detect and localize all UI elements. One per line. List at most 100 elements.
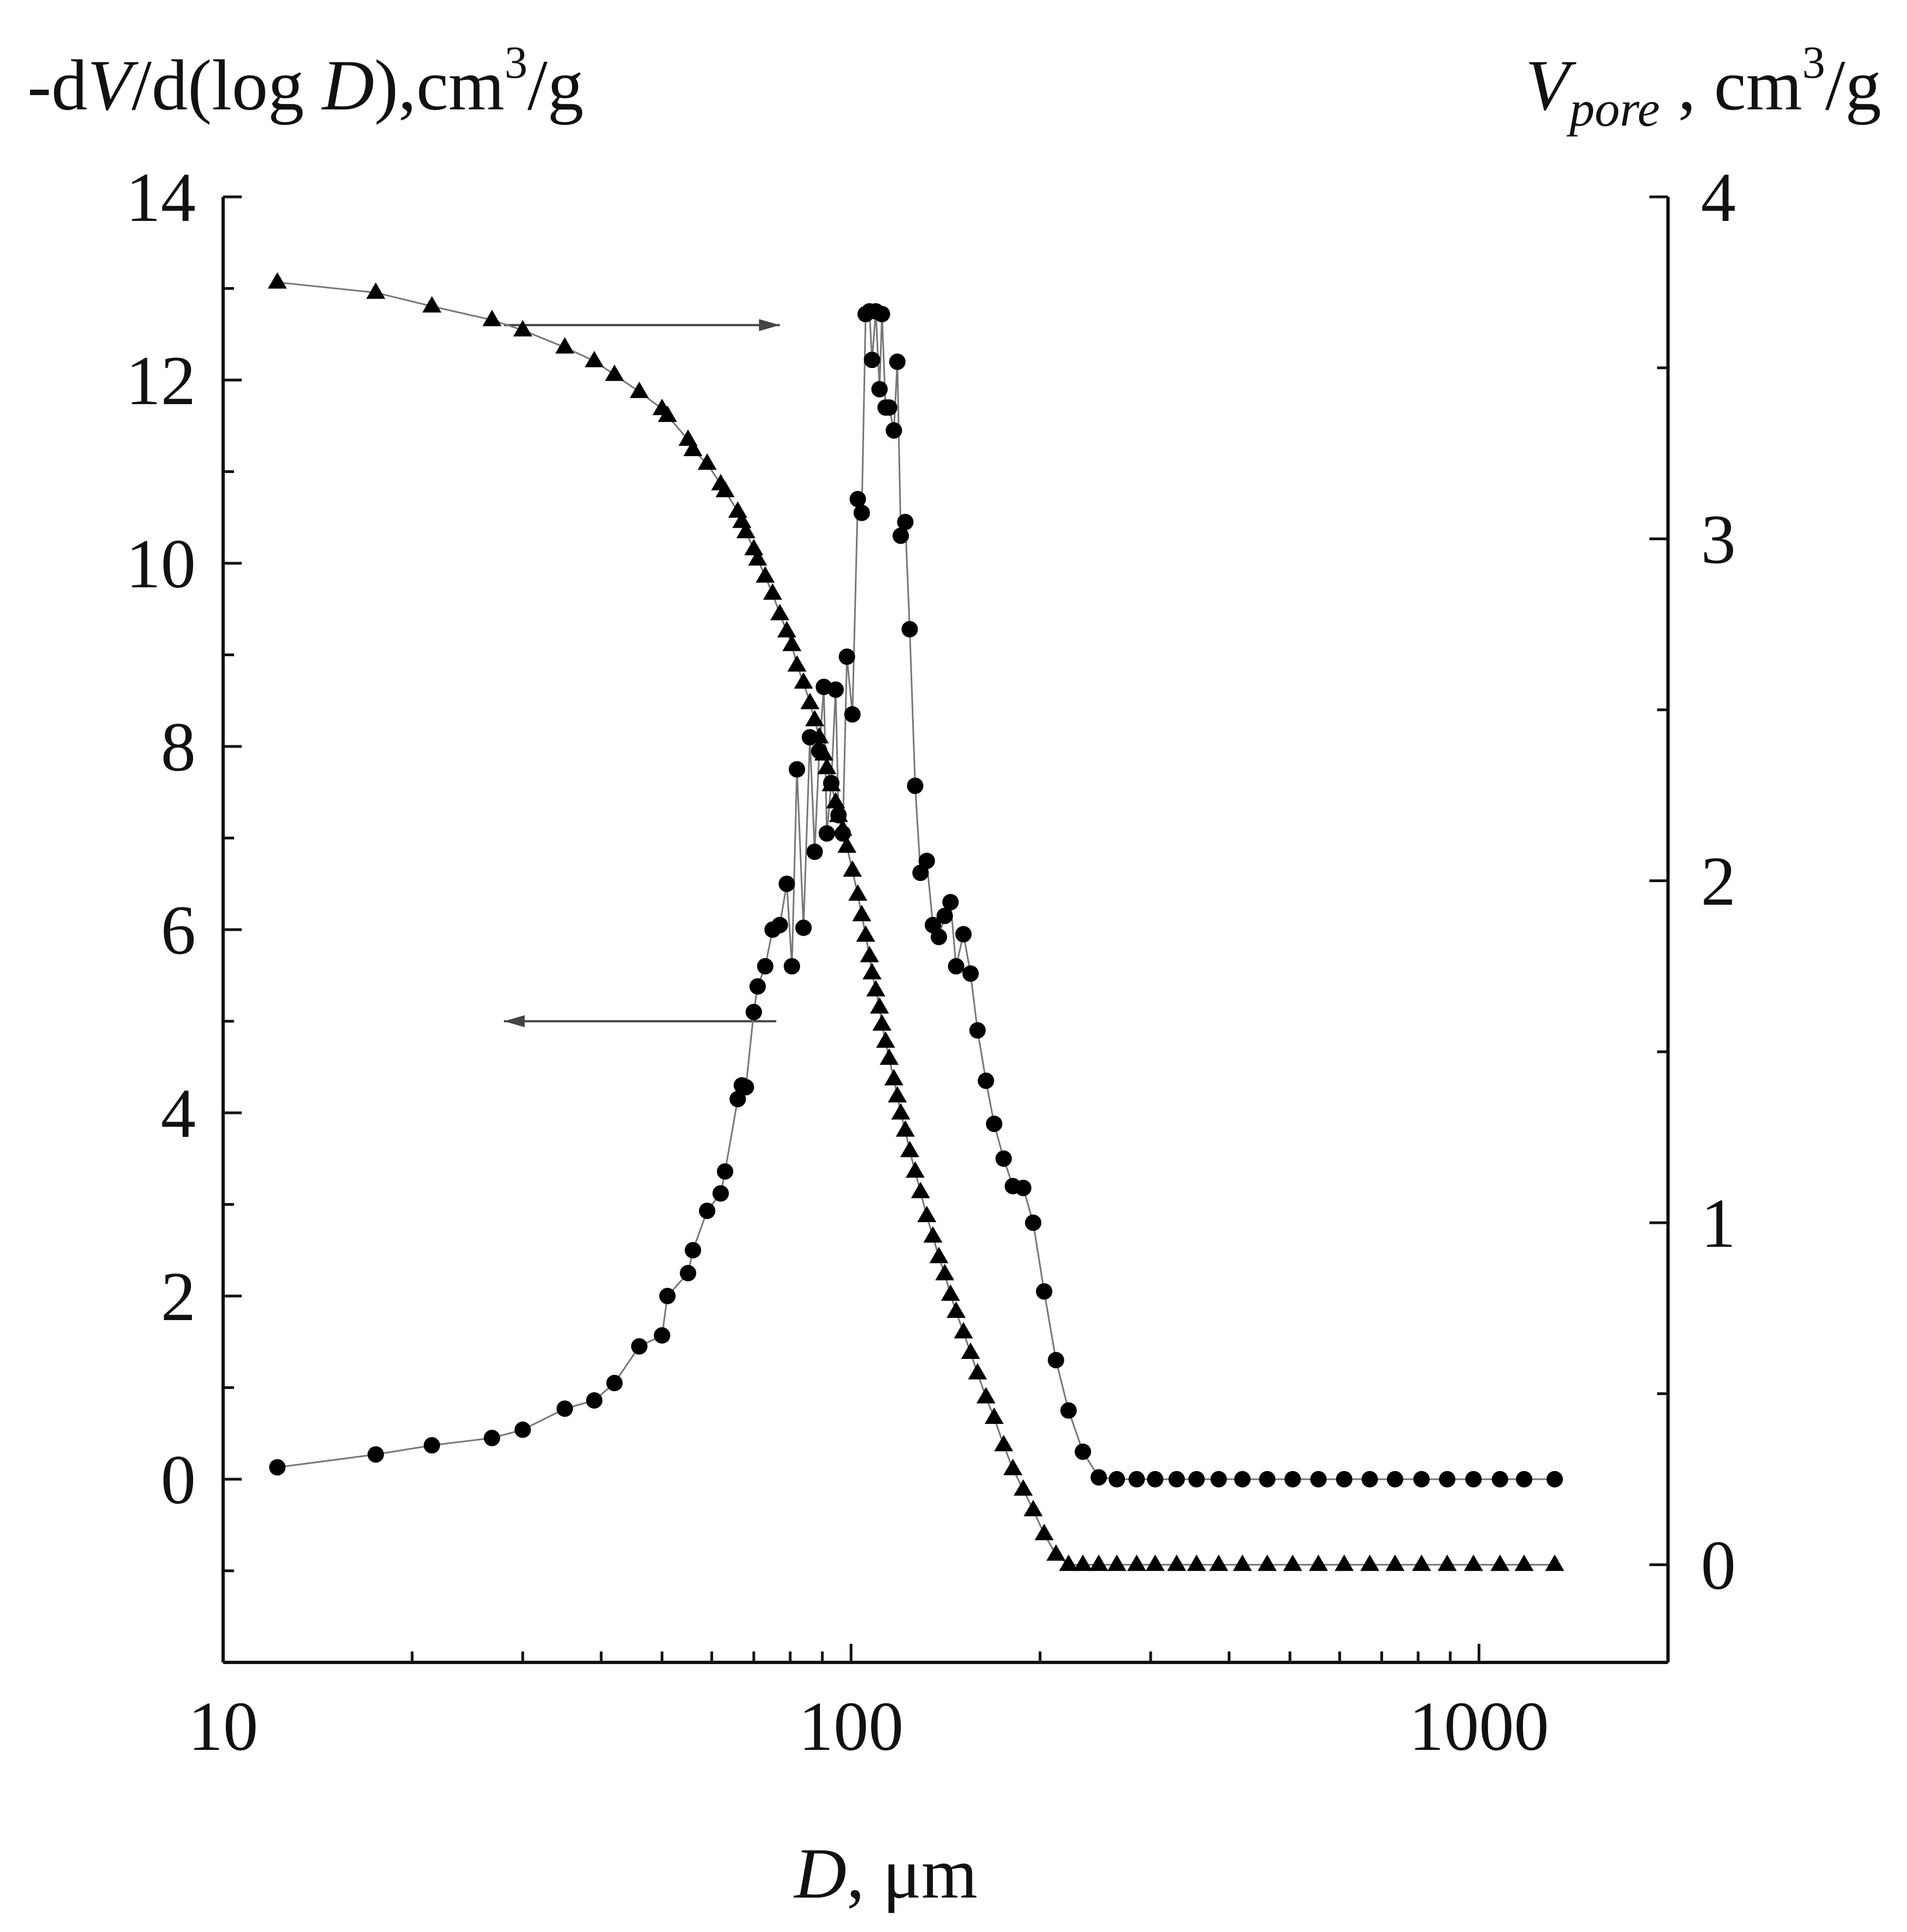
differential-data-point <box>885 422 902 439</box>
cumulative-data-point <box>787 655 807 672</box>
cumulative-data-point <box>911 1182 930 1199</box>
cumulative-data-point <box>1003 1458 1023 1475</box>
differential-data-point <box>1439 1471 1456 1487</box>
cumulative-data-point <box>1059 1554 1078 1571</box>
differential-data-point <box>897 513 914 530</box>
differential-data-point <box>483 1429 500 1446</box>
cumulative-data-point <box>763 583 783 600</box>
cumulative-data-point <box>817 757 837 774</box>
differential-data-point <box>1465 1471 1482 1487</box>
cumulative-data-point <box>482 310 501 326</box>
differential-data-point <box>1210 1471 1227 1487</box>
cumulative-data-point <box>888 1086 907 1103</box>
axis-ticks <box>221 195 1670 1664</box>
cumulative-data-point <box>923 1226 943 1243</box>
differential-data-point <box>784 958 801 974</box>
cumulative-data-point <box>826 792 845 809</box>
differential-data-point <box>849 491 866 507</box>
cumulative-data-point <box>976 1387 996 1404</box>
cumulative-data-point <box>658 405 677 422</box>
differential-data-point <box>1075 1443 1092 1460</box>
cumulative-data-point <box>697 453 717 470</box>
cumulative-data-point <box>1073 1554 1093 1571</box>
y-right-tick-label: 3 <box>1701 500 1736 578</box>
cumulative-data-point <box>683 440 703 457</box>
differential-data-point <box>1361 1471 1378 1487</box>
differential-data-point <box>936 907 953 924</box>
y-left-tick-label: 0 <box>161 1441 196 1519</box>
differential-data-point <box>844 706 861 723</box>
cumulative-data-point <box>809 727 829 744</box>
y-left-tick-label: 4 <box>161 1075 196 1152</box>
differential-data-point <box>423 1437 440 1454</box>
cumulative-data-point <box>1023 1499 1043 1516</box>
cumulative-data-point <box>1187 1554 1206 1571</box>
cumulative-data-point <box>1089 1554 1109 1571</box>
differential-data-point <box>586 1392 603 1409</box>
differential-data-point <box>1025 1215 1042 1231</box>
cumulative-data-point <box>794 672 813 689</box>
differential-data-point <box>1386 1471 1403 1487</box>
differential-data-point <box>1310 1471 1327 1487</box>
y-right-tick-label: 2 <box>1701 843 1736 920</box>
cumulative-data-point <box>1127 1554 1146 1571</box>
cumulative-data-point <box>800 692 820 709</box>
cumulative-data-point <box>852 904 872 921</box>
differential-data-point <box>918 853 935 869</box>
cumulative-data-point <box>1490 1554 1510 1571</box>
annotations <box>504 319 780 1028</box>
cumulative-data-point <box>736 522 756 539</box>
y-right-axis-title: Vpore , cm3/g <box>1525 37 1881 137</box>
differential-data-point <box>1060 1402 1077 1419</box>
differential-data-point <box>864 352 880 369</box>
series-markers <box>267 272 1565 1571</box>
cumulative-data-point <box>905 1161 925 1178</box>
cumulative-data-point <box>555 337 575 354</box>
cumulative-data-point <box>513 320 533 337</box>
cumulative-data-point <box>748 549 767 566</box>
differential-data-point <box>729 1090 746 1107</box>
cumulative-data-point <box>1283 1554 1303 1571</box>
differential-data-point <box>977 1072 994 1089</box>
differential-data-point <box>737 1079 754 1096</box>
cumulative-data-point <box>954 1322 973 1339</box>
cumulative-data-point <box>770 604 790 621</box>
differential-data-point <box>948 958 965 974</box>
cumulative-data-point <box>267 272 287 289</box>
differential-data-point <box>1090 1469 1107 1486</box>
cumulative-data-point <box>848 884 867 901</box>
differential-data-point <box>930 929 947 945</box>
series-lines <box>277 281 1555 1566</box>
cumulative-data-point <box>884 1069 903 1085</box>
cumulative-data-point <box>366 282 386 299</box>
differential-data-point <box>1234 1471 1251 1487</box>
differential-data-point <box>1515 1471 1532 1487</box>
cumulative-data-point <box>862 962 882 979</box>
differential-data-point <box>1188 1471 1205 1487</box>
cumulative-data-point <box>805 710 824 727</box>
y-left-tick-label: 6 <box>161 891 196 969</box>
differential-data-point <box>1147 1471 1164 1487</box>
differential-data-point <box>1036 1283 1053 1300</box>
cumulative-data-point <box>879 1048 899 1065</box>
cumulative-data-point <box>917 1205 937 1222</box>
differential-data-point <box>1047 1352 1064 1369</box>
differential-data-point <box>654 1327 670 1344</box>
cumulative-data-point <box>585 351 604 367</box>
differential-data-point <box>1491 1471 1508 1487</box>
cumulative-data-point <box>1145 1554 1165 1571</box>
cumulative-data-point <box>629 381 649 398</box>
cumulative-data-point <box>837 836 857 853</box>
cumulative-data-point <box>900 1141 919 1158</box>
differential-distribution-line <box>277 310 1555 1480</box>
differential-data-point <box>659 1288 676 1304</box>
differential-data-point <box>907 778 924 795</box>
y-left-tick-label: 2 <box>161 1258 196 1335</box>
cumulative-data-point <box>814 744 833 761</box>
differential-data-point <box>1168 1471 1185 1487</box>
cumulative-data-point <box>829 806 848 822</box>
y-left-tick-label: 10 <box>126 525 196 603</box>
differential-data-point <box>871 381 888 398</box>
cumulative-data-point <box>1013 1479 1033 1496</box>
